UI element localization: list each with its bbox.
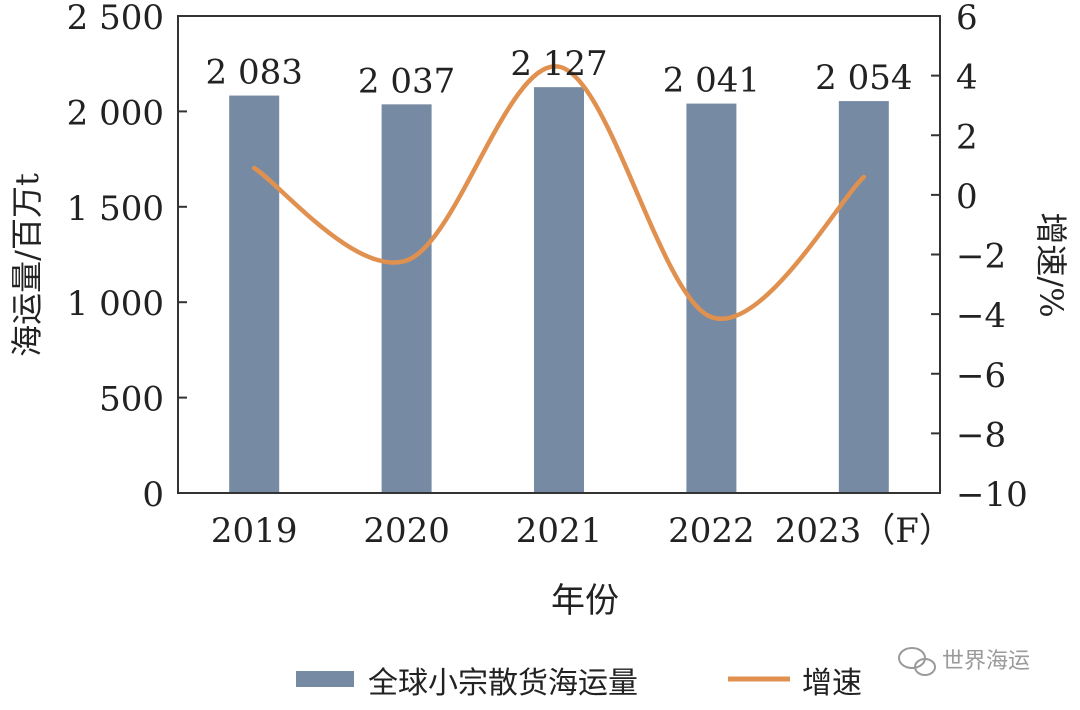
axes-layer (177, 15, 941, 494)
y2-tick-label: −6 (956, 356, 1006, 396)
x-tick-label: 2019 (211, 511, 298, 551)
bar (534, 87, 584, 494)
y-tick-label: 1 000 (67, 284, 164, 324)
y-tick-label: 0 (142, 475, 164, 515)
y-tick-label: 2 000 (67, 93, 164, 133)
wechat-icon (898, 647, 936, 676)
legend-swatch-bar (296, 671, 354, 687)
y2-tick-label: 0 (956, 177, 978, 217)
x-tick-label: 2023（F） (775, 511, 953, 551)
y2-tick-label: 2 (956, 117, 978, 157)
y-tick-label: 500 (99, 380, 164, 420)
legend-label-line: 增速 (802, 666, 862, 701)
y2-tick-label: −8 (956, 415, 1006, 455)
x-tick-label: 2020 (363, 511, 450, 551)
bar-data-label: 2 127 (510, 44, 607, 84)
bar (686, 103, 737, 493)
y2-tick-label: −4 (956, 296, 1006, 336)
x-tick-label: 2022 (668, 511, 755, 551)
bar-data-label: 2 054 (815, 58, 912, 98)
y2-axis-title: 增速/% (1032, 212, 1070, 317)
watermark-text: 世界海运 (942, 649, 1030, 674)
bar (381, 104, 432, 494)
growth-line (251, 64, 867, 322)
bar-data-label: 2 037 (358, 61, 455, 101)
y-tick-label: 2 500 (67, 0, 164, 38)
y2-tick-label: −2 (956, 237, 1006, 277)
y2-tick-label: 6 (956, 0, 978, 38)
bar (838, 101, 889, 493)
legend: 全球小宗散货海运量 增速 (296, 666, 862, 701)
bar (229, 95, 280, 493)
y-tick-label: 1 500 (67, 189, 164, 229)
watermark: 世界海运 (898, 647, 1030, 676)
bar-data-label: 2 083 (206, 53, 303, 93)
labels-layer: 0 500 1 000 1 500 2 000 2 500 −10 −8 −6 −4 −2 0 2 4 6 2… (67, 0, 1028, 551)
y2-tick-label: −10 (956, 475, 1028, 515)
bar-data-label: 2 041 (663, 61, 760, 101)
line-layer (251, 64, 867, 322)
y-axis-title: 海运量/百万t (8, 173, 46, 357)
y2-tick-label: 4 (956, 58, 978, 98)
x-tick-label: 2021 (516, 511, 603, 551)
bars-layer (229, 87, 889, 494)
legend-label-bar: 全球小宗散货海运量 (368, 666, 638, 701)
x-axis-title: 年份 (551, 581, 619, 621)
